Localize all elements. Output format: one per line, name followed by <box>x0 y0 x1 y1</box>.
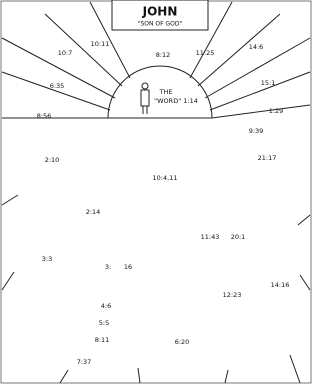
verse-label: 9:39 <box>249 127 264 135</box>
verse-label: 21:17 <box>258 154 277 162</box>
verse-label: 10:11 <box>91 40 110 48</box>
verse-label: 6:35 <box>50 82 65 90</box>
center-label: "WORD" 1:14 <box>154 97 198 105</box>
verse-label: 15:1 <box>261 79 276 87</box>
verse-label: 3: <box>105 263 111 271</box>
verse-label: 12:23 <box>223 291 242 299</box>
verse-label: 2:14 <box>86 208 101 216</box>
verse-label: 16 <box>124 263 132 271</box>
verse-label: 11:25 <box>196 49 215 57</box>
verse-label: 1:29 <box>269 107 284 115</box>
verse-label: 2:10 <box>45 156 60 164</box>
verse-label: 3:3 <box>42 255 52 263</box>
verse-label: 8:11 <box>95 336 110 344</box>
verse-label: 8:12 <box>156 51 171 59</box>
verse-label: 14:16 <box>271 281 290 289</box>
verse-label: 10:4,11 <box>153 174 178 182</box>
verse-label: 20:1 <box>231 233 246 241</box>
verse-label: 11:43 <box>201 233 220 241</box>
verse-label: 10:7 <box>58 49 73 57</box>
diagram: JOHN "SON OF GOD" THE "WORD" 1:14 10:11 8… <box>0 0 312 384</box>
subtitle: "SON OF GOD" <box>138 21 183 28</box>
verse-label: 14:6 <box>249 43 264 51</box>
verse-label: 8:56 <box>37 112 52 120</box>
rays <box>2 2 310 383</box>
verse-label: 7:37 <box>77 358 92 366</box>
verse-label: 6:20 <box>175 338 190 346</box>
title: JOHN <box>142 5 178 19</box>
center-label: THE <box>159 88 173 96</box>
verse-label: 5:5 <box>99 319 109 327</box>
figure <box>141 83 149 114</box>
verse-label: 4:6 <box>101 302 111 310</box>
